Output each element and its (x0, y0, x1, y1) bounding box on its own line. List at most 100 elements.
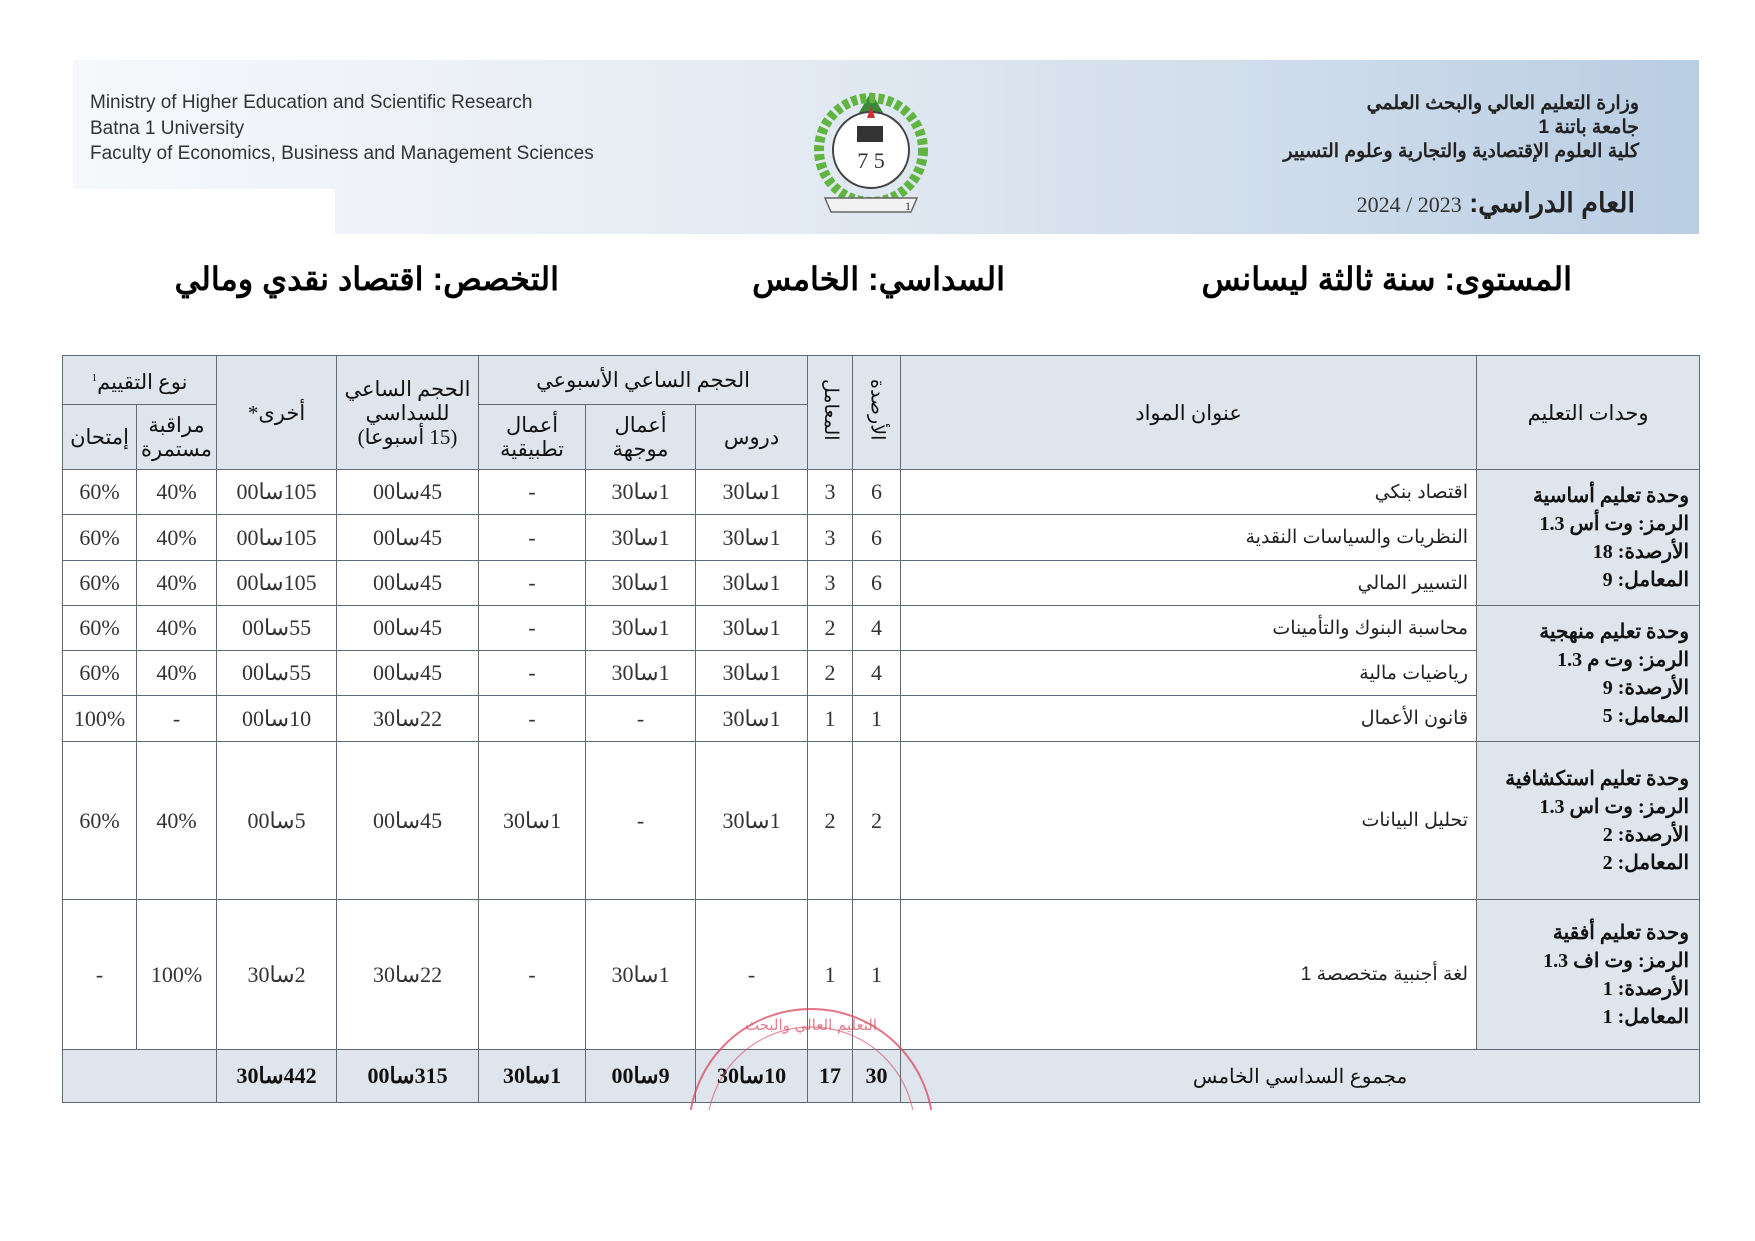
cell-coef: 3 (807, 560, 854, 606)
cell-continuous: 40% (136, 469, 218, 515)
cell-td: 1سا30 (585, 605, 697, 651)
total-coef: 17 (807, 1049, 854, 1103)
unit-coef: المعامل: 9 (1602, 568, 1690, 591)
cell-exam: 60% (61, 605, 138, 651)
table-row: وحدة تعليم أساسية الرمز: وت أس 1.3 الأرصدة… (61, 469, 1701, 606)
unit-coef: المعامل: 2 (1602, 851, 1690, 874)
cell-td: 1سا30 (585, 899, 697, 1050)
cell-lectures: - (695, 899, 809, 1050)
total-td: 9سا00 (585, 1049, 697, 1103)
specialty: التخصص: اقتصاد نقدي ومالي (174, 261, 559, 297)
ministry-ar: وزارة التعليم العالي والبحث العلمي (1366, 93, 1639, 114)
total-tp: 1سا30 (478, 1049, 587, 1103)
table-row: وحدة تعليم منهجية الرمز: وت م 1.3 الأرصدة:… (61, 605, 1701, 742)
cell-semester: 45سا00 (336, 560, 480, 606)
faculty-ar: كلية العلوم الإقتصادية والتجارية وعلوم ا… (1283, 141, 1639, 162)
cell-semester: 22سا30 (336, 695, 480, 742)
cell-exam: 60% (61, 560, 138, 606)
cell-credits: 6 (852, 514, 902, 561)
cell-tp: 1سا30 (478, 741, 587, 900)
teaching-unit: وحدة تعليم أفقية الرمز: وت اف 1.3 الأرصدة:… (1476, 899, 1701, 1050)
total-semester: 315سا00 (336, 1049, 480, 1103)
header-td: أعمال موجهة (585, 404, 697, 470)
cell-other: 55سا00 (216, 650, 338, 696)
unit-name: وحدة تعليم منهجية (1539, 620, 1690, 643)
cell-other: 2سا30 (216, 899, 338, 1050)
cell-semester: 45سا00 (336, 650, 480, 696)
cell-semester: 45سا00 (336, 469, 480, 515)
cell-exam: 60% (61, 514, 138, 561)
header-lectures: دروس (695, 404, 809, 470)
cell-lectures: 1سا30 (695, 695, 809, 742)
cell-tp: - (478, 899, 587, 1050)
banner-notch (73, 189, 335, 235)
svg-text:1: 1 (905, 199, 911, 213)
cell-continuous: 40% (136, 605, 218, 651)
cell-credits: 4 (852, 605, 902, 651)
cell-tp: - (478, 469, 587, 515)
cell-other: 5سا00 (216, 741, 338, 900)
cell-credits: 1 (852, 899, 902, 1050)
cell-semester: 22سا30 (336, 899, 480, 1050)
table-row: وحدة تعليم استكشافية الرمز: وت اس 1.3 الأر… (61, 741, 1701, 900)
cell-credits: 6 (852, 560, 902, 606)
teaching-unit: وحدة تعليم منهجية الرمز: وت م 1.3 الأرصدة:… (1476, 605, 1701, 742)
cell-continuous: 40% (136, 560, 218, 606)
subject-title: رياضيات مالية (900, 650, 1478, 696)
level: المستوى: سنة ثالثة ليسانس (1201, 261, 1573, 297)
unit-credits: الأرصدة: 9 (1602, 676, 1690, 699)
cell-coef: 3 (807, 469, 854, 515)
total-credits: 30 (852, 1049, 902, 1103)
cell-other: 105سا00 (216, 560, 338, 606)
cell-lectures: 1سا30 (695, 469, 809, 515)
university-en: Batna 1 University (90, 117, 245, 139)
unit-credits: الأرصدة: 18 (1592, 540, 1690, 563)
header-credits: الأرصدة (852, 355, 902, 470)
cell-lectures: 1سا30 (695, 650, 809, 696)
cell-credits: 6 (852, 469, 902, 515)
cell-continuous: - (136, 695, 218, 742)
table-row: رياضيات مالية 4 2 1سا30 1سا30-45سا00 55سا00 40… (61, 650, 1700, 696)
unit-name: وحدة تعليم أساسية (1532, 484, 1690, 507)
subject-title: لغة أجنبية متخصصة 1 (900, 899, 1478, 1050)
cell-exam: - (61, 899, 138, 1050)
total-lectures: 10سا30 (695, 1049, 809, 1103)
cell-exam: 100% (61, 695, 138, 742)
unit-name: وحدة تعليم أفقية (1552, 921, 1690, 944)
cell-exam: 60% (61, 650, 138, 696)
cell-coef: 1 (807, 899, 854, 1050)
unit-coef: المعامل: 5 (1602, 704, 1690, 727)
subject-title: النظريات والسياسات النقدية (900, 514, 1478, 561)
cell-lectures: 1سا30 (695, 560, 809, 606)
table-row: التسيير المالي 6 3 1سا30 1سا30-45سا00 105سا00… (61, 560, 1700, 606)
cell-coef: 2 (807, 741, 854, 900)
subject-title: قانون الأعمال (900, 695, 1478, 742)
cell-semester: 45سا00 (336, 741, 480, 900)
unit-credits: الأرصدة: 2 (1602, 823, 1690, 846)
subject-title: محاسبة البنوك والتأمينات (900, 605, 1478, 651)
unit-code: الرمز: وت اس 1.3 (1539, 795, 1690, 818)
header-english: Ministry of Higher Education and Scienti… (90, 90, 594, 167)
program-table: وحدات التعليم عنوان المواد الأرصدة المعا… (61, 355, 1701, 1103)
total-evaluation-empty (61, 1049, 218, 1103)
subject-title: تحليل البيانات (900, 741, 1478, 900)
cell-tp: - (478, 650, 587, 696)
header-weekly: الحجم الساعي الأسبوعي (478, 355, 809, 405)
academic-year: العام الدراسي: 2024 / 2023 (1357, 188, 1635, 219)
header-exam: إمتحان (61, 404, 138, 470)
cell-credits: 1 (852, 695, 902, 742)
cell-td: - (585, 695, 697, 742)
cell-continuous: 100% (136, 899, 218, 1050)
unit-coef: المعامل: 1 (1602, 1005, 1690, 1028)
cell-other: 55سا00 (216, 605, 338, 651)
faculty-en: Faculty of Economics, Business and Manag… (90, 143, 594, 164)
header-semester-volume: الحجم الساعي للسداسي (15 أسبوعا) (336, 355, 480, 470)
cell-lectures: 1سا30 (695, 741, 809, 900)
cell-exam: 60% (61, 741, 138, 900)
cell-lectures: 1سا30 (695, 605, 809, 651)
header-other: أخرى* (216, 355, 338, 470)
cell-lectures: 1سا30 (695, 514, 809, 561)
total-other: 442سا30 (216, 1049, 338, 1103)
svg-text:7 5: 7 5 (857, 148, 885, 173)
cell-exam: 60% (61, 469, 138, 515)
